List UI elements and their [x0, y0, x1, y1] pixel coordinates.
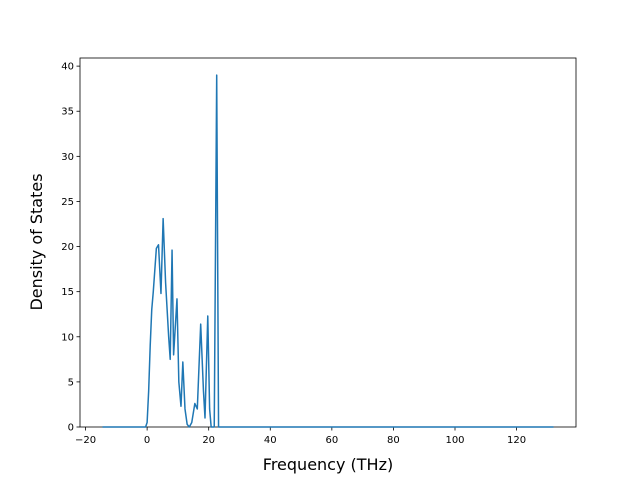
x-tick-label: 20 — [202, 435, 215, 446]
y-tick-label: 35 — [61, 107, 74, 118]
y-tick-label: 0 — [68, 423, 74, 434]
x-axis-label: Frequency (THz) — [263, 455, 393, 474]
x-tick-label: 0 — [144, 435, 150, 446]
y-tick-label: 20 — [61, 242, 74, 253]
y-tick-label: 25 — [61, 197, 74, 208]
y-tick-label: 40 — [61, 62, 74, 73]
y-tick-label: 5 — [68, 377, 74, 388]
x-tick-label: 120 — [507, 435, 526, 446]
x-tick-label: 80 — [387, 435, 400, 446]
data-line — [102, 74, 554, 428]
y-tick-label: 15 — [61, 287, 74, 298]
y-tick-label: 10 — [61, 332, 74, 343]
x-tick-label: −20 — [75, 435, 96, 446]
x-tick-label: 40 — [264, 435, 277, 446]
y-tick-label: 30 — [61, 152, 74, 163]
plot-frame — [79, 57, 577, 428]
x-tick-label: 100 — [445, 435, 464, 446]
y-axis-label: Density of States — [27, 173, 46, 310]
x-tick-label: 60 — [325, 435, 338, 446]
